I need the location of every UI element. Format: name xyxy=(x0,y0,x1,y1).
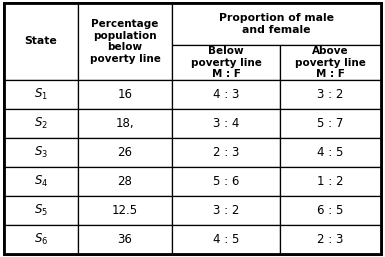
Text: 3 : 2: 3 : 2 xyxy=(213,204,239,217)
Text: 26: 26 xyxy=(117,146,132,159)
Bar xyxy=(280,138,381,167)
Text: Percentage
population
below
poverty line: Percentage population below poverty line xyxy=(90,19,161,64)
Text: $S_3$: $S_3$ xyxy=(34,145,48,160)
Bar xyxy=(4,3,78,80)
Text: 18,: 18, xyxy=(116,117,134,130)
Bar xyxy=(172,80,280,109)
Text: Above
poverty line
M : F: Above poverty line M : F xyxy=(295,46,366,79)
Bar xyxy=(280,109,381,138)
Text: 2 : 3: 2 : 3 xyxy=(317,233,344,246)
Text: 12.5: 12.5 xyxy=(112,204,138,217)
Bar xyxy=(4,109,78,138)
Text: 5 : 7: 5 : 7 xyxy=(317,117,344,130)
Bar xyxy=(78,109,172,138)
Bar xyxy=(280,45,381,80)
Text: 4 : 3: 4 : 3 xyxy=(213,88,239,101)
Bar xyxy=(4,225,78,254)
Bar xyxy=(78,3,172,80)
Text: 3 : 2: 3 : 2 xyxy=(317,88,344,101)
Text: 4 : 5: 4 : 5 xyxy=(317,146,344,159)
Bar xyxy=(280,167,381,196)
Bar xyxy=(78,196,172,225)
Text: 1 : 2: 1 : 2 xyxy=(317,175,344,188)
Bar xyxy=(172,109,280,138)
Bar xyxy=(172,196,280,225)
Text: $S_4$: $S_4$ xyxy=(34,174,48,189)
Bar xyxy=(78,167,172,196)
Bar xyxy=(4,196,78,225)
Bar xyxy=(280,196,381,225)
Text: 5 : 6: 5 : 6 xyxy=(213,175,239,188)
Bar xyxy=(172,225,280,254)
Text: 16: 16 xyxy=(117,88,132,101)
Bar xyxy=(280,80,381,109)
Bar xyxy=(4,80,78,109)
Bar xyxy=(78,225,172,254)
Text: $S_1$: $S_1$ xyxy=(34,87,48,102)
Bar xyxy=(172,45,280,80)
Text: $S_2$: $S_2$ xyxy=(34,116,48,131)
Text: 28: 28 xyxy=(117,175,132,188)
Text: 3 : 4: 3 : 4 xyxy=(213,117,239,130)
Text: State: State xyxy=(25,36,57,47)
Bar xyxy=(172,167,280,196)
Bar xyxy=(4,138,78,167)
Text: 4 : 5: 4 : 5 xyxy=(213,233,239,246)
Text: Proportion of male
and female: Proportion of male and female xyxy=(219,13,334,35)
Bar xyxy=(4,167,78,196)
Bar xyxy=(78,80,172,109)
Text: $S_5$: $S_5$ xyxy=(34,203,48,218)
Bar xyxy=(280,225,381,254)
Bar xyxy=(78,138,172,167)
Text: 6 : 5: 6 : 5 xyxy=(317,204,344,217)
Text: Below
poverty line
M : F: Below poverty line M : F xyxy=(191,46,261,79)
Text: 36: 36 xyxy=(117,233,132,246)
Text: $S_6$: $S_6$ xyxy=(34,232,48,247)
Bar xyxy=(172,3,381,45)
Text: 2 : 3: 2 : 3 xyxy=(213,146,239,159)
Bar xyxy=(172,138,280,167)
